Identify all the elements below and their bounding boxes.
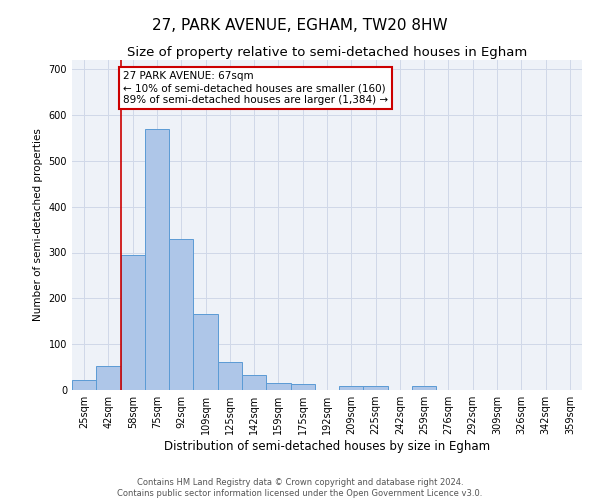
Bar (169, 239, 193, 390)
Bar (339, 386, 364, 390)
Bar (72, 380, 96, 390)
Bar (96, 366, 121, 390)
Bar (412, 386, 436, 390)
Title: Size of property relative to semi-detached houses in Egham: Size of property relative to semi-detach… (127, 46, 527, 59)
Bar (145, 128, 169, 390)
Bar (290, 384, 315, 390)
Bar (242, 376, 266, 390)
Text: 27, PARK AVENUE, EGHAM, TW20 8HW: 27, PARK AVENUE, EGHAM, TW20 8HW (152, 18, 448, 32)
Bar (121, 255, 145, 390)
Text: Contains HM Land Registry data © Crown copyright and database right 2024.
Contai: Contains HM Land Registry data © Crown c… (118, 478, 482, 498)
Bar (193, 314, 218, 390)
Bar (266, 382, 290, 390)
Y-axis label: Number of semi-detached properties: Number of semi-detached properties (33, 128, 43, 322)
X-axis label: Distribution of semi-detached houses by size in Egham: Distribution of semi-detached houses by … (164, 440, 490, 453)
Text: 27 PARK AVENUE: 67sqm
← 10% of semi-detached houses are smaller (160)
89% of sem: 27 PARK AVENUE: 67sqm ← 10% of semi-deta… (123, 72, 388, 104)
Bar (218, 362, 242, 390)
Bar (364, 386, 388, 390)
